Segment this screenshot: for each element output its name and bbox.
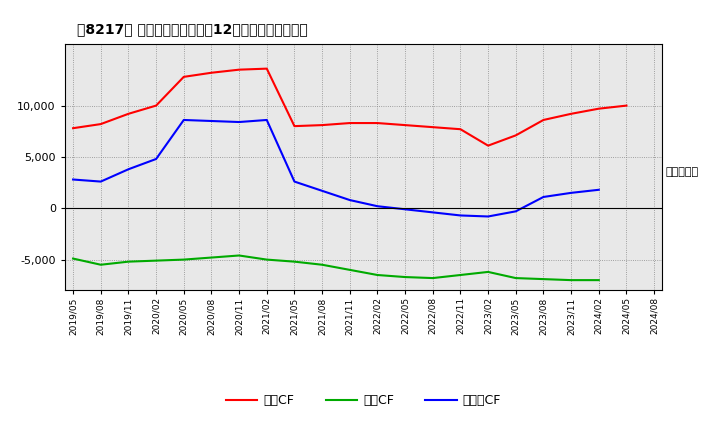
営業CF xyxy=(456,127,464,132)
投賃CF xyxy=(428,275,437,281)
営業CF xyxy=(152,103,161,108)
Line: フリーCF: フリーCF xyxy=(73,120,599,216)
投賃CF xyxy=(346,267,354,272)
営業CF xyxy=(235,67,243,72)
フリーCF xyxy=(96,179,105,184)
フリーCF xyxy=(456,213,464,218)
投賃CF xyxy=(401,275,410,280)
営業CF xyxy=(179,74,188,80)
フリーCF xyxy=(318,188,326,194)
フリーCF xyxy=(290,179,299,184)
営業CF xyxy=(428,125,437,130)
投賃CF xyxy=(179,257,188,262)
投賃CF xyxy=(69,256,78,261)
フリーCF xyxy=(428,210,437,215)
フリーCF xyxy=(235,119,243,125)
営業CF xyxy=(318,122,326,128)
Line: 営業CF: 営業CF xyxy=(73,69,626,146)
営業CF xyxy=(622,103,631,108)
フリーCF xyxy=(152,156,161,161)
営業CF xyxy=(263,66,271,71)
投賃CF xyxy=(484,269,492,275)
営業CF xyxy=(346,121,354,126)
営業CF xyxy=(290,124,299,129)
Y-axis label: （百万円）: （百万円） xyxy=(665,167,698,177)
営業CF xyxy=(96,121,105,127)
Line: 投賃CF: 投賃CF xyxy=(73,256,599,280)
営業CF xyxy=(567,111,575,117)
営業CF xyxy=(401,122,410,128)
投賃CF xyxy=(290,259,299,264)
投賃CF xyxy=(318,262,326,268)
投賃CF xyxy=(207,255,216,260)
フリーCF xyxy=(263,117,271,123)
投賃CF xyxy=(539,276,548,282)
フリーCF xyxy=(179,117,188,123)
投賃CF xyxy=(152,258,161,263)
投賃CF xyxy=(511,275,520,281)
営業CF xyxy=(539,117,548,123)
フリーCF xyxy=(539,194,548,200)
フリーCF xyxy=(401,207,410,212)
Legend: 営業CF, 投賃CF, フリーCF: 営業CF, 投賃CF, フリーCF xyxy=(221,389,506,412)
投賃CF xyxy=(595,278,603,283)
フリーCF xyxy=(595,187,603,192)
投賃CF xyxy=(373,272,382,278)
営業CF xyxy=(124,111,132,117)
投賃CF xyxy=(96,262,105,268)
投賃CF xyxy=(124,259,132,264)
営業CF xyxy=(484,143,492,148)
Text: ［8217］ キャッシュフローの12か月移動合計の推移: ［8217］ キャッシュフローの12か月移動合計の推移 xyxy=(77,22,307,36)
フリーCF xyxy=(373,204,382,209)
フリーCF xyxy=(346,198,354,203)
投賃CF xyxy=(263,257,271,262)
投賃CF xyxy=(567,278,575,283)
営業CF xyxy=(595,106,603,111)
フリーCF xyxy=(484,214,492,219)
フリーCF xyxy=(69,177,78,182)
営業CF xyxy=(373,121,382,126)
フリーCF xyxy=(207,118,216,124)
フリーCF xyxy=(567,190,575,195)
フリーCF xyxy=(124,167,132,172)
投賃CF xyxy=(456,272,464,278)
フリーCF xyxy=(511,209,520,214)
営業CF xyxy=(511,133,520,138)
営業CF xyxy=(207,70,216,75)
営業CF xyxy=(69,125,78,131)
投賃CF xyxy=(235,253,243,258)
